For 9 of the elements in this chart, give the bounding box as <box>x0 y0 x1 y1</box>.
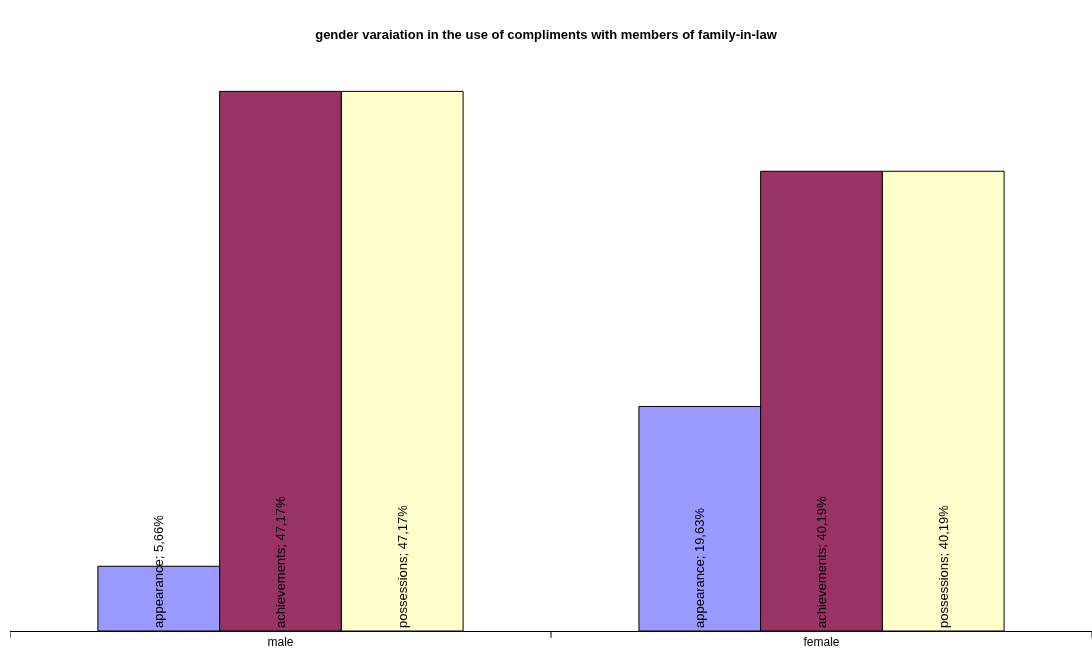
data-label: achievements; 47,17% <box>273 496 288 628</box>
data-label: appearance; 19,63% <box>692 507 708 628</box>
x-tick-label: male <box>267 635 294 650</box>
data-label: possessions; 47,17% <box>394 504 410 628</box>
x-tick-label: female <box>803 635 840 650</box>
chart-title: gender varaiation in the use of compliments with members of family-in-law <box>315 26 778 42</box>
data-label: possessions; 40,19% <box>935 504 951 628</box>
data-label: appearance; 5,66% <box>151 514 167 628</box>
data-label: achievements; 40,19% <box>814 496 829 628</box>
